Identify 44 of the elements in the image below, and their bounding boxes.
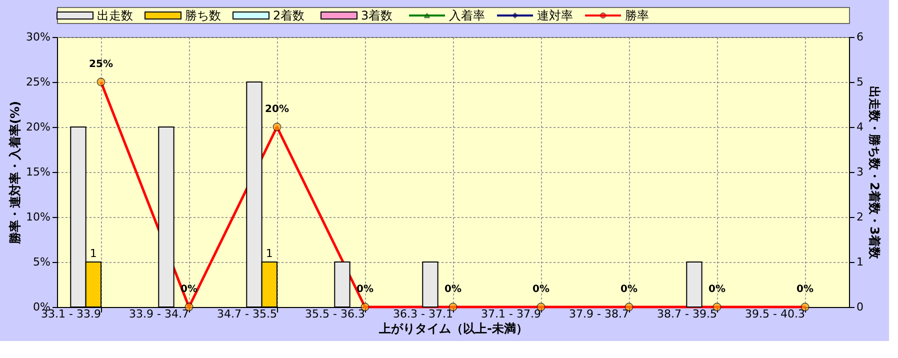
y2-tick-label: 2 [856,210,864,224]
legend-label: 連対率 [537,8,573,22]
x-tick-label: 34.7 - 35.5 [217,308,277,320]
legend-label: 勝ち数 [185,8,221,22]
x-tick-label: 33.1 - 33.9 [41,308,101,320]
y-axis-title: 勝率・連対率・入着率(%) [8,101,22,245]
legend-label: 3着数 [361,8,393,22]
legend-label: 2着数 [273,8,305,22]
data-label: 0% [356,284,374,295]
x-tick-label: 39.5 - 40.3 [745,308,805,320]
y-tick-label: 25% [26,76,50,88]
y2-tick-label: 6 [856,30,864,44]
legend-label: 入着率 [449,8,485,22]
y2-tick-label: 0 [856,300,864,314]
y2-axis-title: 出走数・勝ち数・2着数・3着数 [868,86,882,260]
data-label: 0% [796,284,814,295]
x-tick-label: 36.3 - 37.1 [393,308,453,320]
data-label: 1 [90,247,97,260]
x-tick-label: 35.5 - 36.3 [305,308,365,320]
data-label: 1 [266,247,273,260]
y2-tick-label: 1 [856,256,864,268]
y-tick-label: 5% [33,256,50,268]
y-tick-label: 20% [26,120,50,134]
y2-tick-label: 3 [856,166,864,178]
bar [422,262,438,308]
bar [686,262,702,308]
legend-label: 出走数 [97,8,133,22]
x-tick-label: 33.9 - 34.7 [129,308,189,320]
x-tick-label: 38.7 - 39.5 [657,308,717,320]
y-tick-label: 15% [26,166,50,178]
y-tick-label: 10% [26,210,50,224]
data-label: 0% [708,284,726,295]
data-label: 20% [265,104,289,115]
x-axis-title: 上がりタイム（以上-未満） [378,322,528,336]
y-tick-label: 30% [26,30,50,44]
legend-label: 勝率 [625,8,649,22]
data-label: 25% [89,59,113,70]
y2-tick-label: 5 [856,76,864,88]
data-label: 0% [532,284,550,295]
data-label: 0% [620,284,638,295]
data-label: 0% [444,284,462,295]
x-tick-label: 37.9 - 38.7 [569,308,629,320]
x-tick-label: 37.1 - 37.9 [481,308,541,320]
y2-tick-label: 4 [856,120,864,134]
